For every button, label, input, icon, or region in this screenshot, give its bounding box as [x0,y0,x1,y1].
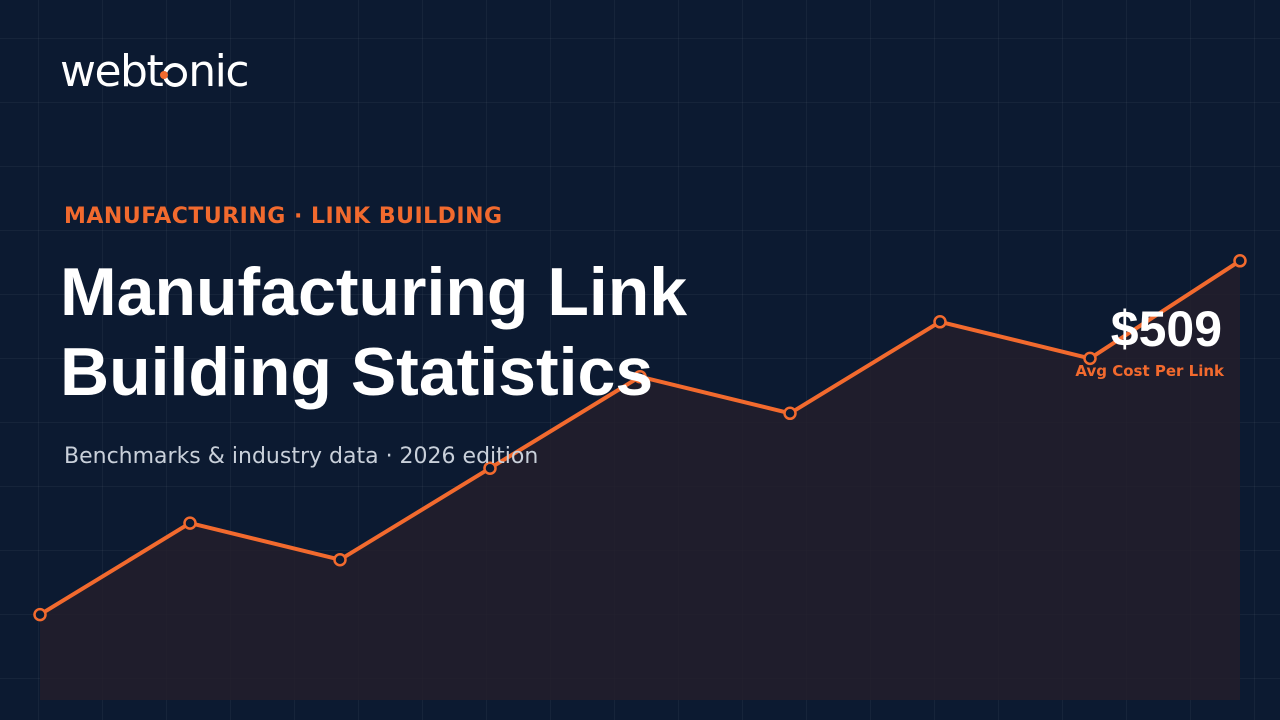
chart-point-8 [1083,351,1097,366]
title-line-1: Manufacturing Link [60,254,688,330]
chart-area-fill [40,260,1240,700]
chart-point-5 [633,369,647,384]
subtitle: Benchmarks & industry data · 2026 editio… [64,444,539,469]
chart-point-9 [1233,254,1247,268]
stat-label: Avg Cost Per Link [1075,362,1224,380]
page-title: Manufacturing Link Building Statistics [60,252,820,412]
logo-text-end: nic [188,46,249,97]
stat-value: $509 [1110,301,1222,357]
chart-point-2 [183,516,197,530]
chart-point-7 [933,315,947,329]
logo-text-start: webt [60,46,164,97]
chart-point-3 [333,552,347,567]
logo-o-icon [160,63,188,87]
category-eyebrow: MANUFACTURING · LINK BUILDING [64,204,503,229]
chart-point-4 [483,461,497,475]
title-line-2: Building Statistics [60,334,654,410]
chart-point-6 [783,406,797,421]
brand-logo[interactable]: webt nic [60,46,250,98]
chart-point-1 [33,607,47,622]
